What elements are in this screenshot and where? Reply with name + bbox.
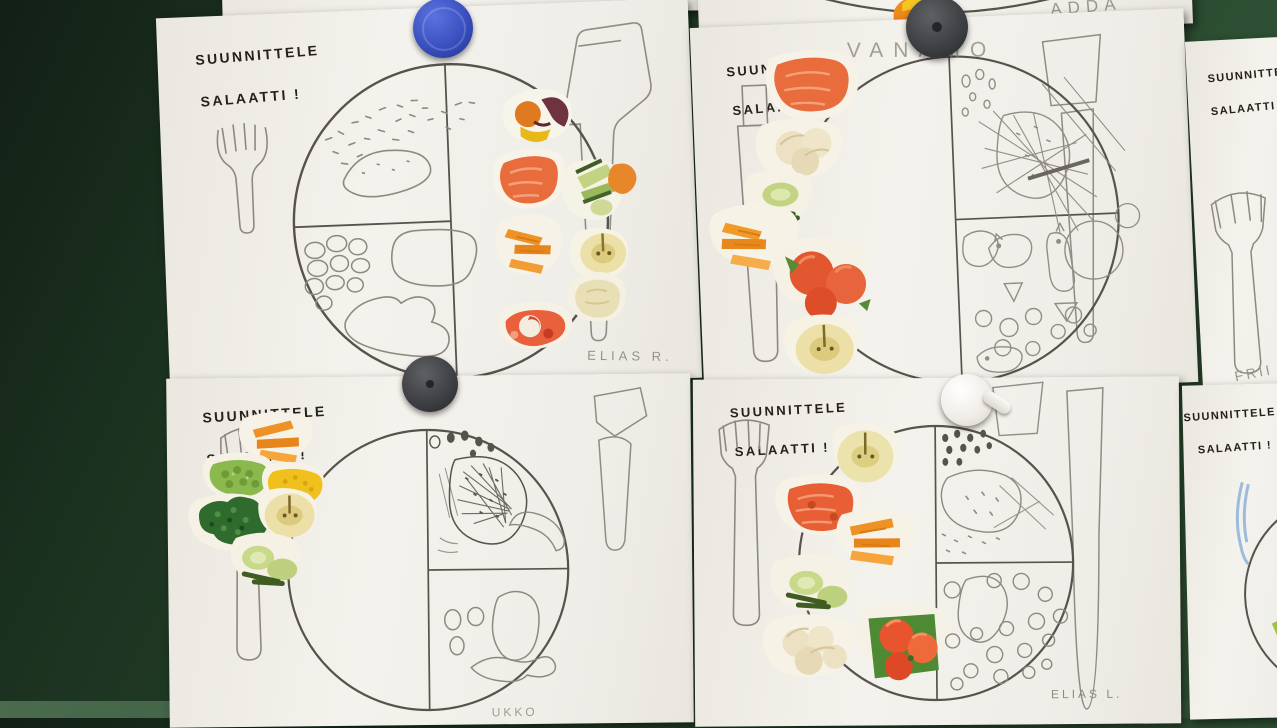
plate-drawing xyxy=(216,22,652,380)
plate-drawing xyxy=(718,381,1104,710)
gray-magnet-top xyxy=(906,0,968,58)
pencil-cucumber-sketch xyxy=(342,149,432,198)
food-cutouts xyxy=(492,88,637,350)
pencil-scribble-sketch xyxy=(961,68,1141,234)
knife-drawing xyxy=(593,386,648,551)
paper-bottom-right: SUUNNITTELE SALAATTI ! xyxy=(692,376,1182,727)
fork-drawing xyxy=(216,122,268,234)
knife-drawing xyxy=(561,22,652,342)
fork-drawing xyxy=(1210,190,1266,374)
paper-top-right: SUUNNITTELE SALAATTI ! xyxy=(689,8,1199,402)
knife-drawing xyxy=(1066,387,1104,710)
paper-top-left: SUUNNITTELE SALAATTI ! xyxy=(155,0,703,399)
food-cutouts xyxy=(188,412,325,587)
pencil-scribble-sketch xyxy=(429,430,565,554)
name-elias-r: ELIAS R. xyxy=(587,347,673,364)
cutout-green xyxy=(1271,608,1277,648)
crayon-stroke xyxy=(1235,481,1250,566)
pencil-potato-sketch xyxy=(443,590,557,683)
pencil-fish-sketch xyxy=(962,220,1124,373)
plate-drawing xyxy=(188,386,648,712)
fork-drawing xyxy=(718,419,770,627)
name-ukko: UKKO xyxy=(491,704,538,720)
blue-magnet xyxy=(413,0,473,58)
pencil-bread-sketch xyxy=(391,228,478,287)
pencil-fish-sketch xyxy=(344,296,450,358)
paper-bottom-left: SUUNNITTELE SALAATTI ! xyxy=(166,373,694,728)
plate-drawing xyxy=(709,33,1141,384)
paper-right-bottom: SUUNNITTELE SALAATTI ! xyxy=(1181,382,1277,720)
pencil-potato-circles-sketch xyxy=(943,572,1069,691)
pencil-scribble-sketch xyxy=(940,429,1055,555)
pencil-rice-sketch xyxy=(324,99,476,165)
gray-magnet-middle xyxy=(402,356,458,412)
name-elias-l: ELIAS L. xyxy=(1050,686,1123,702)
paper-right-top: SUUNNITTELE SALAATTI ! FRII xyxy=(1184,34,1277,394)
pencil-potatoes-sketch xyxy=(304,234,371,311)
glass-drawing xyxy=(992,381,1044,437)
plate-edge-drawing xyxy=(1235,481,1277,695)
food-cutouts xyxy=(709,49,871,374)
food-cutouts xyxy=(763,423,949,681)
